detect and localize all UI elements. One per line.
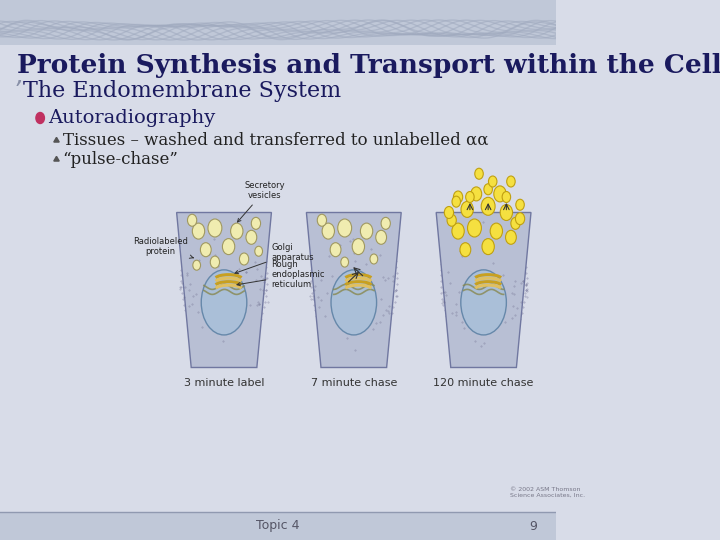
Polygon shape	[307, 213, 401, 368]
Circle shape	[322, 223, 335, 239]
Polygon shape	[176, 213, 271, 368]
Text: Autoradiography: Autoradiography	[48, 109, 215, 127]
Circle shape	[246, 230, 257, 244]
Circle shape	[488, 176, 497, 187]
Circle shape	[467, 219, 482, 237]
Circle shape	[193, 260, 201, 270]
Text: The Endomembrane System: The Endomembrane System	[23, 80, 341, 102]
Circle shape	[516, 199, 524, 210]
Ellipse shape	[461, 270, 506, 335]
Circle shape	[208, 219, 222, 237]
Text: Topic 4: Topic 4	[256, 519, 300, 532]
Circle shape	[516, 213, 525, 225]
Text: © 2002 ASM Thomson
Science Associates, Inc.: © 2002 ASM Thomson Science Associates, I…	[510, 487, 585, 498]
Text: 9: 9	[529, 519, 537, 532]
Circle shape	[447, 214, 456, 226]
Circle shape	[251, 217, 261, 230]
Circle shape	[511, 217, 520, 230]
Circle shape	[318, 214, 327, 226]
Circle shape	[452, 223, 464, 239]
Text: ’: ’	[12, 79, 20, 103]
Circle shape	[452, 196, 461, 207]
Circle shape	[461, 201, 473, 218]
Circle shape	[330, 242, 341, 256]
Text: 7 minute chase: 7 minute chase	[310, 379, 397, 388]
Circle shape	[505, 230, 516, 244]
Circle shape	[490, 223, 503, 239]
Circle shape	[187, 214, 197, 226]
Circle shape	[255, 246, 263, 256]
Text: 3 minute label: 3 minute label	[184, 379, 264, 388]
Text: Protein Synthesis and Transport within the Cell: Protein Synthesis and Transport within t…	[17, 52, 720, 78]
Polygon shape	[0, 512, 557, 540]
Circle shape	[466, 192, 474, 202]
Ellipse shape	[331, 270, 377, 335]
Circle shape	[222, 239, 235, 254]
Circle shape	[471, 187, 482, 201]
Circle shape	[474, 168, 483, 179]
Circle shape	[240, 253, 248, 265]
Circle shape	[200, 242, 211, 256]
Text: Secretory
vesicles: Secretory vesicles	[238, 181, 285, 222]
Circle shape	[376, 230, 387, 244]
Text: Golgi
apparatus: Golgi apparatus	[235, 243, 314, 274]
Circle shape	[484, 184, 492, 195]
Text: “pulse-chase”: “pulse-chase”	[63, 151, 179, 167]
Circle shape	[192, 223, 204, 239]
Circle shape	[460, 242, 471, 256]
Ellipse shape	[201, 270, 247, 335]
Circle shape	[507, 176, 516, 187]
Circle shape	[338, 219, 351, 237]
Text: Rough
endoplasmic
reticulum: Rough endoplasmic reticulum	[237, 260, 325, 289]
Circle shape	[500, 205, 513, 220]
Circle shape	[502, 192, 510, 202]
Circle shape	[482, 239, 495, 254]
Polygon shape	[0, 0, 557, 45]
Text: Radiolabeled
protein: Radiolabeled protein	[132, 237, 193, 258]
Circle shape	[481, 197, 495, 215]
Circle shape	[370, 254, 378, 264]
Circle shape	[36, 112, 45, 124]
Circle shape	[210, 256, 220, 268]
Text: Tissues – washed and transferred to unlabelled αα: Tissues – washed and transferred to unla…	[63, 132, 488, 148]
Circle shape	[341, 257, 348, 267]
Circle shape	[361, 223, 373, 239]
Circle shape	[230, 223, 243, 239]
Text: 120 minute chase: 120 minute chase	[433, 379, 534, 388]
Polygon shape	[436, 213, 531, 368]
Circle shape	[352, 239, 364, 254]
Circle shape	[381, 217, 390, 230]
Circle shape	[494, 186, 506, 202]
Circle shape	[444, 206, 454, 219]
Circle shape	[454, 191, 463, 203]
